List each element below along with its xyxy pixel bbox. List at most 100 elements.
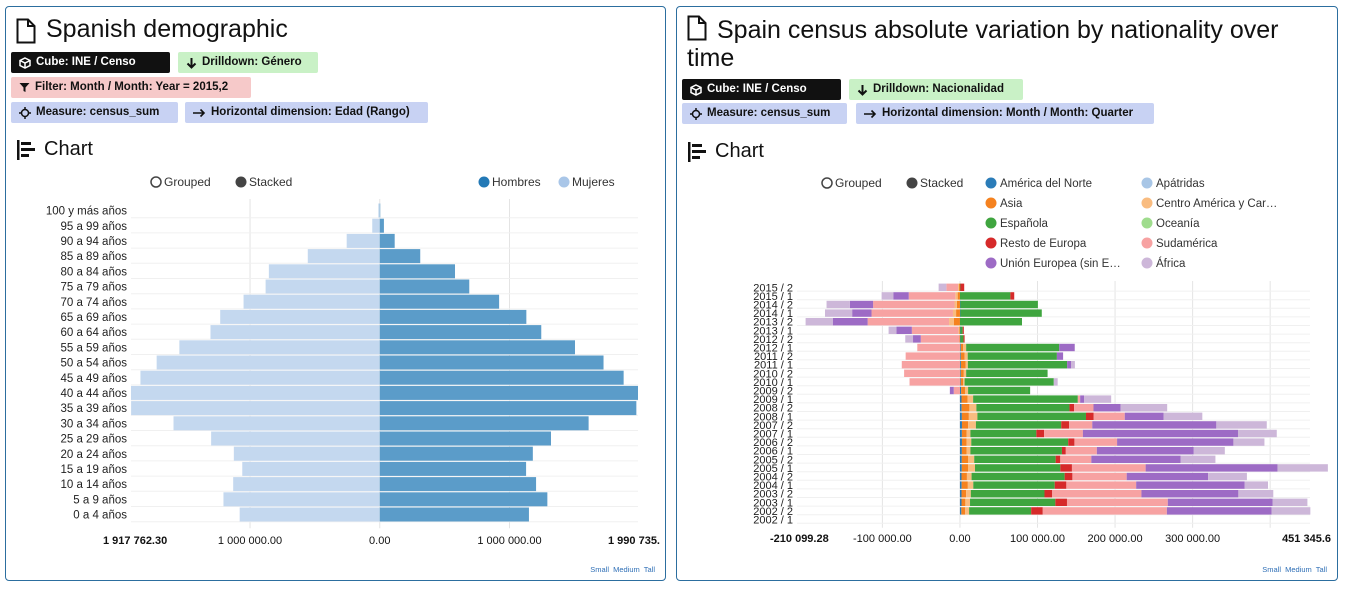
bar-segment[interactable] <box>805 318 833 326</box>
bar-segment[interactable] <box>1096 447 1194 455</box>
bar-segment[interactable] <box>1052 490 1142 498</box>
bar-segment[interactable] <box>966 429 971 438</box>
bar-segment[interactable] <box>974 455 1056 463</box>
bar-segment[interactable] <box>1093 404 1121 412</box>
bar-segment[interactable] <box>961 498 966 506</box>
bar-segment[interactable] <box>952 309 957 317</box>
bar-segment[interactable] <box>1120 404 1168 412</box>
stacked-radio[interactable] <box>235 176 247 188</box>
bar-mujeres[interactable] <box>131 401 380 416</box>
bar-segment[interactable] <box>962 326 964 334</box>
bar-segment[interactable] <box>1053 378 1058 386</box>
bar-segment[interactable] <box>964 378 1054 386</box>
bar-segment[interactable] <box>973 481 1055 489</box>
bar-hombres[interactable] <box>379 446 533 461</box>
bar-segment[interactable] <box>1064 472 1073 481</box>
bar-segment[interactable] <box>959 498 962 506</box>
bar-segment[interactable] <box>968 464 975 472</box>
bar-segment[interactable] <box>959 404 962 412</box>
bar-hombres[interactable] <box>379 370 624 385</box>
measure-tag[interactable]: Measure: census_sum <box>11 102 178 123</box>
bar-segment[interactable] <box>956 309 960 317</box>
bar-segment[interactable] <box>974 464 1061 472</box>
bar-segment[interactable] <box>946 283 959 291</box>
bar-segment[interactable] <box>967 352 1057 360</box>
bar-segment[interactable] <box>1055 455 1061 463</box>
bar-segment[interactable] <box>1272 498 1308 506</box>
bar-mujeres[interactable] <box>372 218 380 233</box>
size-medium-link[interactable]: Medium <box>1285 565 1312 574</box>
bar-segment[interactable] <box>949 386 954 395</box>
bar-segment[interactable] <box>965 498 971 506</box>
bar-segment[interactable] <box>969 507 1032 515</box>
bar-mujeres[interactable] <box>156 355 380 370</box>
bar-segment[interactable] <box>1126 472 1209 481</box>
bar-hombres[interactable] <box>379 279 470 294</box>
bar-segment[interactable] <box>901 361 960 369</box>
bar-segment[interactable] <box>967 395 974 403</box>
bar-segment[interactable] <box>959 455 962 463</box>
bar-mujeres[interactable] <box>210 325 380 340</box>
bar-segment[interactable] <box>1066 481 1137 489</box>
bar-segment[interactable] <box>970 429 1037 438</box>
bar-segment[interactable] <box>1072 472 1127 481</box>
bar-segment[interactable] <box>1071 464 1146 472</box>
bar-segment[interactable] <box>1071 361 1075 369</box>
bar-segment[interactable] <box>1166 507 1272 515</box>
cube-tag[interactable]: Cube: INE / Censo <box>682 79 841 100</box>
bar-segment[interactable] <box>909 378 960 386</box>
bar-segment[interactable] <box>881 292 894 300</box>
bar-hombres[interactable] <box>379 233 395 248</box>
bar-segment[interactable] <box>920 335 960 343</box>
bar-segment[interactable] <box>971 472 1065 481</box>
bar-segment[interactable] <box>960 335 964 343</box>
bar-segment[interactable] <box>1068 421 1093 429</box>
bar-hombres[interactable] <box>379 249 421 264</box>
size-medium-link[interactable]: Medium <box>613 565 640 574</box>
bar-segment[interactable] <box>963 343 967 352</box>
bar-segment[interactable] <box>960 352 965 360</box>
bar-hombres[interactable] <box>379 294 500 309</box>
bar-segment[interactable] <box>905 335 914 343</box>
bar-segment[interactable] <box>1141 490 1239 498</box>
bar-segment[interactable] <box>1059 343 1075 352</box>
bar-segment[interactable] <box>953 318 960 326</box>
legend-swatch[interactable] <box>985 197 997 209</box>
bar-mujeres[interactable] <box>233 446 380 461</box>
bar-segment[interactable] <box>1031 507 1043 515</box>
bar-hombres[interactable] <box>379 492 548 507</box>
drilldown-tag[interactable]: Drilldown: Género <box>178 52 318 73</box>
bar-segment[interactable] <box>893 292 909 300</box>
stacked-radio[interactable] <box>906 177 918 189</box>
bar-segment[interactable] <box>961 438 967 446</box>
horizontal-dimension-tag[interactable]: Horizontal dimension: Edad (Rango) <box>185 102 428 123</box>
bar-segment[interactable] <box>1074 404 1094 412</box>
bar-segment[interactable] <box>959 421 962 429</box>
bar-mujeres[interactable] <box>179 340 380 355</box>
bar-segment[interactable] <box>824 309 853 317</box>
bar-segment[interactable] <box>973 395 1078 403</box>
bar-segment[interactable] <box>852 309 872 317</box>
bar-segment[interactable] <box>1091 455 1181 463</box>
grouped-radio[interactable] <box>821 177 833 189</box>
bar-hombres[interactable] <box>379 401 637 416</box>
bar-segment[interactable] <box>958 283 959 291</box>
grouped-radio[interactable] <box>150 176 162 188</box>
bar-segment[interactable] <box>1082 429 1238 438</box>
bar-segment[interactable] <box>1237 429 1277 438</box>
bar-hombres[interactable] <box>379 218 384 233</box>
bar-segment[interactable] <box>1061 421 1069 429</box>
bar-segment[interactable] <box>961 507 966 515</box>
legend-swatch[interactable] <box>985 237 997 249</box>
bar-segment[interactable] <box>1010 292 1015 300</box>
bar-segment[interactable] <box>959 361 961 369</box>
bar-segment[interactable] <box>911 326 959 334</box>
bar-segment[interactable] <box>888 326 897 334</box>
bar-segment[interactable] <box>970 447 1062 455</box>
bar-hombres[interactable] <box>379 431 551 446</box>
bar-segment[interactable] <box>1054 481 1067 489</box>
legend-swatch-hombres[interactable] <box>478 176 490 188</box>
bar-segment[interactable] <box>965 361 968 369</box>
bar-segment[interactable] <box>961 404 970 412</box>
bar-segment[interactable] <box>1074 438 1118 446</box>
